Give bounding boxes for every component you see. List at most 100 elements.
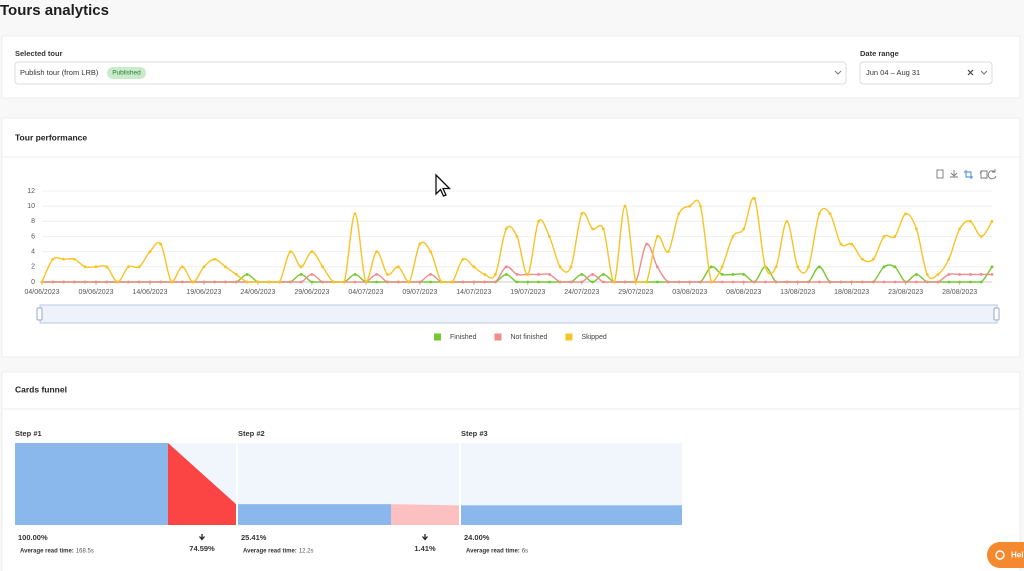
point — [915, 273, 918, 276]
point — [375, 273, 379, 276]
point — [969, 219, 972, 223]
badge-text: Published — [112, 70, 141, 77]
point — [547, 235, 551, 238]
value-label: 25.41% — [241, 533, 267, 542]
point — [807, 265, 810, 269]
point — [979, 235, 983, 238]
point — [353, 212, 357, 216]
point — [40, 280, 44, 284]
date-select[interactable] — [859, 61, 993, 85]
date-value: Jun 04 – Aug 31 — [866, 68, 920, 77]
point — [731, 273, 735, 276]
point — [580, 212, 584, 216]
point — [666, 280, 670, 284]
point — [159, 280, 163, 284]
point — [774, 280, 778, 284]
point — [105, 265, 109, 269]
tool-icon[interactable] — [987, 169, 997, 180]
point — [580, 280, 584, 284]
point — [796, 280, 800, 284]
point — [267, 280, 271, 284]
legend-label: Skipped — [581, 334, 606, 341]
chevron — [980, 70, 988, 75]
tool-icon[interactable] — [979, 170, 988, 179]
legend: Finished Not finished Skipped — [434, 333, 607, 341]
point — [817, 265, 821, 269]
point — [990, 219, 994, 223]
read-time-label: Average read time: — [20, 549, 74, 555]
point — [925, 273, 929, 276]
point — [591, 280, 594, 284]
point — [925, 280, 929, 284]
point — [969, 280, 972, 284]
point — [62, 257, 65, 261]
point — [494, 273, 497, 276]
point — [310, 250, 314, 254]
funnel-bar — [15, 443, 168, 525]
read-time-label: Average read time: — [243, 549, 297, 555]
point — [828, 212, 832, 216]
funnel-bar — [461, 505, 682, 525]
tool-icon[interactable] — [964, 170, 973, 179]
point — [904, 280, 908, 284]
point — [979, 280, 983, 284]
point — [72, 280, 76, 284]
clear-icon[interactable] — [967, 69, 974, 76]
point — [472, 265, 476, 269]
date-label: Date range — [860, 49, 899, 58]
point — [580, 273, 584, 276]
point — [731, 280, 735, 284]
point — [677, 212, 681, 216]
point — [180, 265, 184, 269]
point — [882, 235, 886, 238]
zoom-handle[interactable] — [993, 307, 1000, 321]
point — [655, 265, 659, 269]
point — [504, 273, 508, 276]
point — [461, 257, 465, 261]
point — [990, 273, 994, 276]
point — [709, 280, 713, 284]
point — [947, 280, 951, 284]
help-button[interactable] — [987, 542, 1024, 568]
point — [396, 265, 400, 269]
point — [785, 219, 789, 223]
value-label: 100.00% — [18, 533, 48, 542]
point — [429, 250, 433, 254]
step-label: Step #1 — [15, 429, 42, 438]
line-chart: 0 2 4 6 8 10 12 04/06/2023 09/06/2023 14/06/2023 1… — [24, 188, 994, 296]
tour-select[interactable] — [14, 61, 847, 85]
point — [666, 250, 670, 254]
point — [224, 280, 227, 284]
legend-swatch — [434, 333, 441, 341]
point — [742, 280, 746, 284]
point — [904, 212, 908, 216]
zoom-handle[interactable] — [36, 307, 43, 321]
read-time: 168.5s — [76, 549, 94, 555]
point — [494, 280, 497, 284]
y-tick-label: 0 — [31, 279, 35, 286]
point — [526, 280, 530, 284]
point — [591, 227, 594, 231]
point — [699, 280, 702, 284]
legend-label: Not finished — [510, 334, 547, 341]
point — [547, 273, 551, 276]
section-title: Tour performance — [15, 132, 87, 142]
point — [601, 227, 605, 231]
point — [191, 280, 195, 284]
point — [299, 280, 303, 284]
point — [126, 280, 130, 284]
point — [655, 235, 659, 238]
tool-icon[interactable] — [936, 169, 944, 179]
point — [893, 280, 897, 284]
tool-icon[interactable] — [950, 170, 958, 178]
y-tick-label: 4 — [31, 249, 35, 256]
point — [310, 280, 314, 284]
help-label[interactable]: Help — [1011, 551, 1024, 560]
point — [62, 280, 65, 284]
point — [785, 280, 789, 284]
point — [51, 257, 55, 261]
point — [807, 280, 810, 284]
zoom-slider[interactable] — [39, 304, 998, 324]
point — [386, 280, 389, 284]
